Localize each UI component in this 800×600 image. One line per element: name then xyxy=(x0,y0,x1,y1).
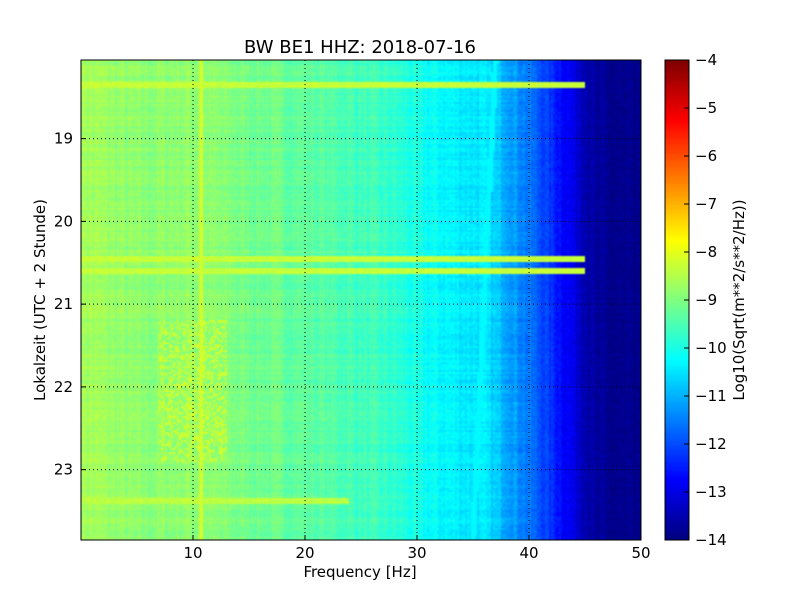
y-axis-ticks: 19 20 21 22 23 xyxy=(54,130,86,479)
spectrogram-heatmap xyxy=(81,60,641,540)
x-tick-label: 50 xyxy=(631,544,650,562)
plot-frame xyxy=(80,59,642,541)
colorbar-tick-label: −5 xyxy=(695,99,717,117)
colorbar-tick-label: −6 xyxy=(695,147,717,165)
colorbar-tick-label: −8 xyxy=(695,243,717,261)
x-tick-label: 20 xyxy=(295,544,314,562)
grid-lines xyxy=(81,60,641,540)
colorbar: −4 −5 −6 −7 −8 −9 −10 −11 −12 −13 −14 xyxy=(664,51,727,549)
y-tick-label: 23 xyxy=(54,461,73,479)
y-tick-label: 20 xyxy=(54,212,73,230)
x-tick-label: 30 xyxy=(407,544,426,562)
y-axis-label: Lokalzeit (UTC + 2 Stunde) xyxy=(31,199,49,401)
plot-area xyxy=(80,59,642,541)
y-tick-label: 21 xyxy=(54,295,73,313)
colorbar-tick-label: −10 xyxy=(695,339,727,357)
y-tick-label: 22 xyxy=(54,378,73,396)
colorbar-ticks: −4 −5 −6 −7 −8 −9 −10 −11 −12 −13 −14 xyxy=(684,51,727,549)
x-axis-label: Frequency [Hz] xyxy=(303,563,416,581)
x-axis-ticks: 10 20 30 40 50 xyxy=(183,535,651,562)
y-tick-label: 19 xyxy=(54,130,73,148)
x-tick-label: 40 xyxy=(519,544,538,562)
colorbar-tick-label: −11 xyxy=(695,387,727,405)
colorbar-label: Log10(Sqrt(m**2/s**2/Hz)) xyxy=(730,199,748,400)
colorbar-tick-label: −4 xyxy=(695,51,717,69)
chart-title: BW BE1 HHZ: 2018-07-16 xyxy=(244,37,476,58)
colorbar-tick-label: −12 xyxy=(695,435,727,453)
colorbar-tick-label: −9 xyxy=(695,291,717,309)
x-tick-label: 10 xyxy=(183,544,202,562)
colorbar-tick-label: −13 xyxy=(695,483,727,501)
colorbar-tick-label: −7 xyxy=(695,195,717,213)
colorbar-tick-label: −14 xyxy=(695,531,727,549)
